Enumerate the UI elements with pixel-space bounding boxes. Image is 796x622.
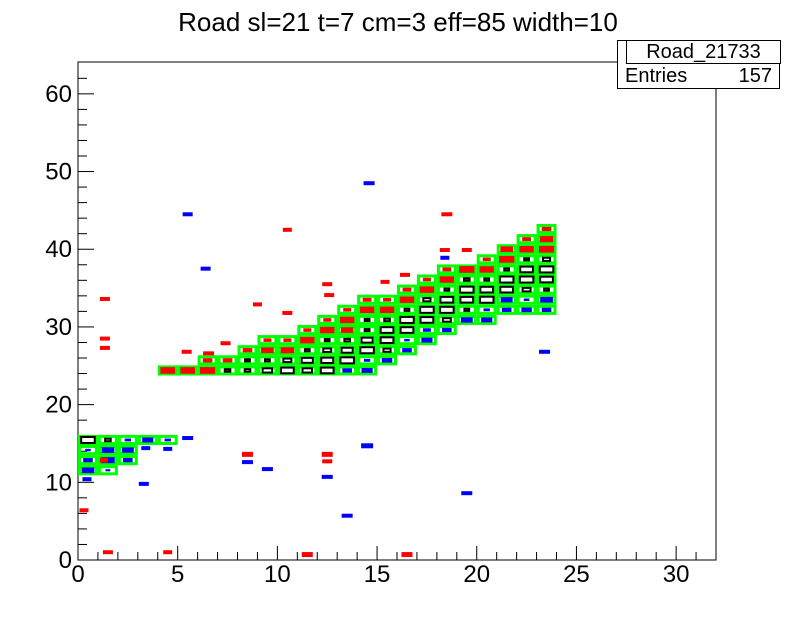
- red-noise-box: [99, 336, 110, 341]
- red-noise-box: [439, 248, 450, 253]
- stats-box-title: Road_21733: [626, 40, 781, 64]
- red-noise-box: [203, 351, 215, 356]
- red-noise-box: [99, 296, 110, 301]
- red-noise-box: [322, 459, 333, 464]
- red-noise-box: [461, 248, 472, 253]
- red-noise-box: [321, 451, 333, 457]
- blue-noise-box: [539, 349, 551, 354]
- noise-boxes: [79, 181, 551, 558]
- blue-noise-box: [321, 474, 333, 479]
- red-noise-box: [163, 550, 173, 555]
- red-noise-box: [282, 310, 293, 315]
- red-noise-box: [241, 451, 253, 457]
- blue-noise-box: [82, 477, 92, 482]
- road-boxes: [160, 226, 555, 375]
- blue-noise-box: [261, 467, 273, 472]
- red-noise-box: [324, 293, 335, 298]
- x-tick-label: 25: [563, 561, 590, 588]
- red-noise-box: [441, 212, 453, 217]
- x-tick-label: 10: [264, 561, 291, 588]
- red-noise-box: [220, 341, 231, 346]
- red-noise-box: [102, 550, 113, 555]
- red-noise-box: [79, 508, 89, 513]
- red-noise-box: [399, 272, 410, 277]
- y-tick-label: 50: [45, 159, 72, 186]
- blue-noise-box: [363, 181, 375, 186]
- blue-noise-box: [241, 460, 253, 465]
- blue-noise-box: [138, 481, 149, 486]
- entries-label: Entries: [625, 64, 688, 87]
- blue-noise-box: [182, 436, 194, 441]
- stats-box-entries-row: Entries 157: [618, 64, 779, 88]
- axis-ticks: [77, 77, 697, 560]
- blue-noise-box: [200, 266, 211, 271]
- red-noise-box: [99, 345, 110, 350]
- x-tick-label: 30: [663, 561, 690, 588]
- x-tick-label: 5: [171, 561, 184, 588]
- y-tick-label: 40: [45, 236, 72, 263]
- red-noise-box: [401, 552, 413, 558]
- y-tick-label: 10: [45, 469, 72, 496]
- entries-value: 157: [738, 64, 772, 87]
- y-tick-label: 30: [45, 314, 72, 341]
- y-tick-label: 60: [45, 81, 72, 108]
- x-tick-label: 0: [71, 561, 84, 588]
- axis-labels: 0 5 10 15 20 25 30 0 10 20 30 40 50 60: [45, 81, 689, 588]
- y-tick-label: 0: [59, 547, 72, 574]
- blue-noise-box: [341, 513, 353, 518]
- x-tick-label: 15: [364, 561, 391, 588]
- blue-noise-box: [361, 443, 374, 449]
- red-noise-box: [252, 302, 262, 307]
- red-noise-box: [380, 279, 390, 284]
- histogram-name: Road_21733: [646, 40, 761, 63]
- red-noise-box: [301, 552, 313, 558]
- blue-noise-box: [440, 255, 450, 260]
- red-noise-box: [322, 282, 333, 287]
- blue-noise-box: [182, 212, 193, 217]
- blue-noise-box: [141, 446, 151, 451]
- red-noise-box: [181, 349, 192, 354]
- chart-title: Road sl=21 t=7 cm=3 eff=85 width=10: [178, 7, 618, 37]
- blue-noise-box: [461, 491, 473, 496]
- red-noise-box: [99, 457, 108, 463]
- x-tick-label: 20: [463, 561, 490, 588]
- road-outline: [157, 223, 557, 376]
- red-noise-box: [282, 227, 292, 232]
- y-tick-label: 20: [45, 392, 72, 419]
- blue-noise-box: [163, 446, 173, 451]
